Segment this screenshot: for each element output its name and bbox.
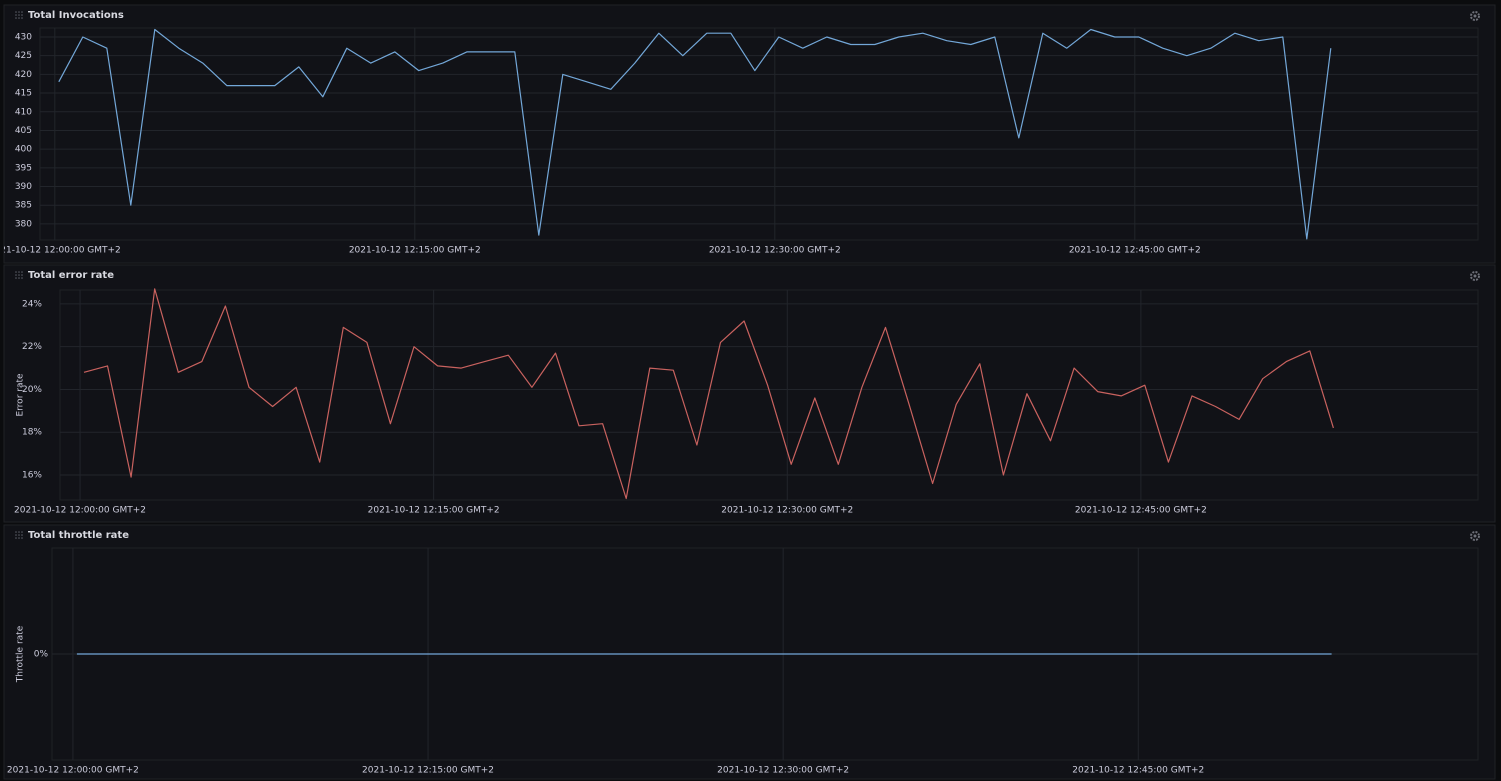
y-tick-label: 22% [22, 342, 42, 352]
x-tick-label: 2021-10-12 12:15:00 GMT+2 [349, 246, 481, 256]
drag-dot [15, 274, 17, 276]
gear-inner[interactable] [1473, 14, 1477, 18]
y-tick-label: 16% [22, 470, 42, 480]
x-tick-label: 2021-10-12 12:00:00 GMT+2 [14, 506, 146, 516]
y-tick-label: 0% [34, 650, 49, 660]
panel-bg [3, 524, 1496, 780]
y-axis-label: Error rate [16, 373, 26, 417]
panel-body: Total Invocations 380 385 390 395 400 405 410 41… [0, 10, 1480, 256]
y-tick-label: 410 [15, 107, 32, 117]
drag-dot [15, 534, 17, 536]
y-tick-label: 380 [15, 219, 32, 229]
drag-dot [18, 274, 20, 276]
drag-dot [21, 534, 23, 536]
drag-dot [18, 11, 20, 13]
drag-dot [15, 537, 17, 539]
x-tick-label: 2021-10-12 12:45:00 GMT+2 [1069, 246, 1201, 256]
x-tick-label: 2021-10-12 12:30:00 GMT+2 [709, 246, 841, 256]
y-tick-label: 425 [15, 51, 32, 61]
panel: Total error rate 16% 18% 20% 22% 24% 2021-10-1… [3, 264, 1496, 523]
drag-dot [21, 14, 23, 16]
panel-body: Total error rate 16% 18% 20% 22% 24% 2021-10-1… [14, 270, 1480, 516]
gear-inner[interactable] [1473, 274, 1477, 278]
drag-dot [18, 537, 20, 539]
settings-icon[interactable] [1470, 271, 1480, 281]
y-tick-label: 24% [22, 299, 42, 309]
x-tick-label: 2021-10-12 12:00:00 GMT+2 [0, 246, 121, 256]
settings-icon[interactable] [1470, 531, 1480, 541]
drag-dot [15, 531, 17, 533]
x-tick-label: 2021-10-12 12:30:00 GMT+2 [717, 766, 849, 776]
drag-dot [18, 531, 20, 533]
panel-bg [3, 4, 1496, 264]
y-tick-label: 415 [15, 89, 32, 99]
drag-dot [15, 11, 17, 13]
drag-dot [18, 534, 20, 536]
x-tick-label: 2021-10-12 12:30:00 GMT+2 [721, 506, 853, 516]
drag-dot [21, 277, 23, 279]
y-tick-label: 390 [15, 182, 32, 192]
drag-dot [18, 14, 20, 16]
gear-outer[interactable] [1470, 531, 1480, 541]
y-axis-label: Throttle rate [16, 625, 26, 683]
panel-body: Total throttle rate 0% 2021-10-12 12:00:00… [7, 530, 1480, 776]
x-tick-label: 2021-10-12 12:45:00 GMT+2 [1072, 766, 1204, 776]
drag-dot [15, 277, 17, 279]
x-tick-label: 2021-10-12 12:45:00 GMT+2 [1075, 506, 1207, 516]
drag-dot [21, 17, 23, 19]
x-tick-label: 2021-10-12 12:15:00 GMT+2 [368, 506, 500, 516]
drag-dot [15, 14, 17, 16]
series-line [58, 28, 1332, 240]
drag-dot [18, 271, 20, 273]
drag-dot [21, 537, 23, 539]
panel: Total Invocations 380 385 390 395 400 405 410 41… [0, 4, 1496, 264]
panel-title: Total throttle rate [28, 530, 129, 541]
drag-dot [21, 271, 23, 273]
y-tick-label: 400 [15, 145, 32, 155]
drag-dot [21, 274, 23, 276]
series-line [83, 288, 1334, 500]
y-tick-label: 395 [15, 163, 32, 173]
y-tick-label: 430 [15, 32, 32, 42]
drag-dot [21, 531, 23, 533]
settings-icon[interactable] [1470, 11, 1480, 21]
x-tick-label: 2021-10-12 12:00:00 GMT+2 [7, 766, 139, 776]
gear-inner[interactable] [1473, 534, 1477, 538]
drag-dot [18, 277, 20, 279]
panel-title: Total error rate [28, 270, 114, 281]
gear-outer[interactable] [1470, 271, 1480, 281]
y-tick-label: 18% [22, 428, 42, 438]
panel-title: Total Invocations [28, 10, 124, 21]
y-tick-label: 385 [15, 201, 32, 211]
drag-dot [15, 17, 17, 19]
plot-area [39, 27, 1479, 241]
panel-bg [3, 264, 1496, 523]
y-tick-label: 20% [22, 385, 42, 395]
x-tick-label: 2021-10-12 12:15:00 GMT+2 [362, 766, 494, 776]
drag-dot [15, 271, 17, 273]
y-tick-label: 405 [15, 126, 32, 136]
y-tick-label: 420 [15, 70, 32, 80]
plot-area [59, 289, 1479, 501]
panel: Total throttle rate 0% 2021-10-12 12:00:00… [3, 524, 1496, 780]
drag-dot [18, 17, 20, 19]
drag-dot [21, 11, 23, 13]
